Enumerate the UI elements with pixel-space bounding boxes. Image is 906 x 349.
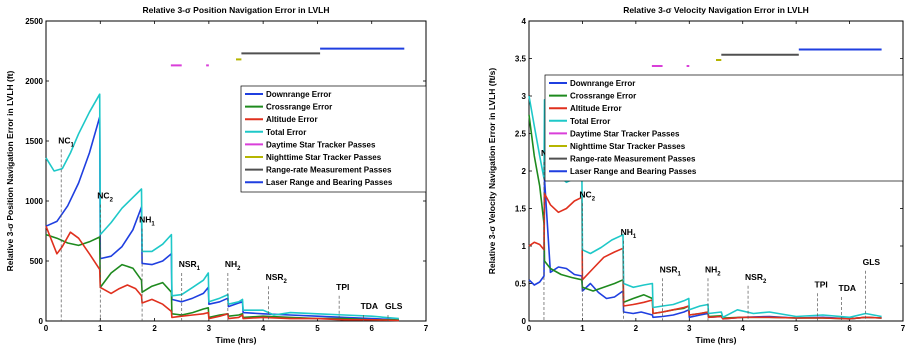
x-tick-label: 1 — [98, 324, 103, 333]
y-tick-label: 1.5 — [515, 205, 527, 214]
y-tick-label: 0 — [39, 317, 44, 326]
legend-box — [240, 85, 427, 193]
event-label: NSR2 — [266, 272, 288, 285]
legend-box — [544, 74, 904, 182]
legend-label: Total Error — [266, 128, 306, 137]
event-label: NSR2 — [745, 272, 767, 285]
y-tick-label: 3.5 — [515, 55, 527, 64]
x-tick-label: 6 — [369, 324, 374, 333]
legend-label: Laser Range and Bearing Passes — [266, 178, 393, 187]
x-tick-label: 2 — [634, 324, 639, 333]
legend-label: Downrange Error — [570, 79, 635, 88]
y-tick-label: 1500 — [25, 137, 43, 146]
legend-label: Altitude Error — [266, 115, 318, 124]
chart-title: Relative 3-σ Position Navigation Error i… — [142, 5, 329, 15]
legend-label: Laser Range and Bearing Passes — [570, 167, 697, 176]
y-tick-label: 4 — [522, 17, 527, 26]
legend-label: Downrange Error — [266, 90, 331, 99]
x-tick-label: 0 — [527, 324, 532, 333]
event-label: GLS — [385, 301, 403, 311]
series-line-3 — [45, 225, 399, 322]
y-tick-label: 1000 — [25, 197, 43, 206]
event-label-subscript: 2 — [284, 279, 288, 285]
legend-label: Range-rate Measurement Passes — [266, 166, 392, 175]
legend-label: Crossrange Error — [266, 103, 332, 112]
event-label: TDA — [839, 283, 856, 293]
legend-label: Nighttime Star Tracker Passes — [570, 142, 686, 151]
chart-1: Relative 3-σ Position Navigation Error i… — [5, 5, 429, 345]
x-tick-label: 3 — [687, 324, 692, 333]
event-label-subscript: 1 — [197, 266, 201, 272]
event-label: GLS — [863, 257, 881, 267]
x-tick-label: 4 — [261, 324, 266, 333]
y-axis-label: Relative 3-σ Position Navigation Error i… — [5, 70, 15, 271]
y-tick-label: 2500 — [25, 17, 43, 26]
event-label: NH2 — [705, 264, 721, 277]
event-label-subscript: 2 — [763, 279, 767, 285]
event-label-subscript: 2 — [592, 196, 596, 202]
legend-label: Crossrange Error — [570, 92, 636, 101]
event-label-subscript: 1 — [633, 234, 637, 240]
event-label: TPI — [815, 279, 828, 289]
legend-label: Daytime Star Tracker Passes — [266, 140, 376, 149]
y-tick-label: 3 — [522, 92, 527, 101]
event-label: NC2 — [579, 189, 595, 202]
y-tick-label: 0 — [522, 317, 527, 326]
y-tick-label: 2000 — [25, 77, 43, 86]
event-label-subscript: 2 — [110, 198, 114, 204]
y-tick-label: 500 — [30, 257, 44, 266]
x-tick-label: 7 — [901, 324, 906, 333]
event-label: NH1 — [621, 227, 637, 240]
event-label: TDA — [361, 301, 378, 311]
x-tick-label: 5 — [794, 324, 799, 333]
x-tick-label: 1 — [580, 324, 585, 333]
x-tick-label: 4 — [740, 324, 745, 333]
event-label: TPI — [336, 282, 349, 292]
chart-title: Relative 3-σ Velocity Navigation Error i… — [623, 5, 809, 15]
x-tick-label: 7 — [424, 324, 429, 333]
y-tick-label: 2.5 — [515, 130, 527, 139]
event-label: NSR1 — [660, 264, 682, 277]
legend-label: Daytime Star Tracker Passes — [570, 129, 680, 138]
x-tick-label: 2 — [152, 324, 157, 333]
legend-label: Range-rate Measurement Passes — [570, 155, 696, 164]
event-label: NSR1 — [179, 259, 201, 272]
x-tick-label: 5 — [315, 324, 320, 333]
event-label: NC1 — [58, 135, 74, 148]
event-label-subscript: 2 — [237, 266, 241, 272]
y-tick-label: 0.5 — [515, 280, 527, 289]
x-axis-label: Time (hrs) — [216, 335, 257, 345]
event-label-subscript: 1 — [151, 222, 155, 228]
event-label-subscript: 1 — [70, 142, 74, 148]
y-tick-label: 1 — [522, 242, 527, 251]
event-label: NH1 — [139, 215, 155, 228]
event-label: NC2 — [97, 191, 113, 204]
x-tick-label: 6 — [847, 324, 852, 333]
x-tick-label: 0 — [44, 324, 49, 333]
y-tick-label: 2 — [522, 167, 527, 176]
legend-label: Altitude Error — [570, 104, 622, 113]
event-label: NH2 — [225, 259, 241, 272]
legend-label: Total Error — [570, 117, 610, 126]
event-label-subscript: 1 — [678, 271, 682, 277]
x-axis-label: Time (hrs) — [696, 335, 737, 345]
event-label-subscript: 2 — [717, 271, 721, 277]
legend-label: Nighttime Star Tracker Passes — [266, 153, 382, 162]
chart-2: Relative 3-σ Velocity Navigation Error i… — [487, 5, 906, 345]
x-tick-label: 3 — [207, 324, 212, 333]
y-axis-label: Relative 3-σ Velocity Navigation Error i… — [487, 68, 497, 275]
